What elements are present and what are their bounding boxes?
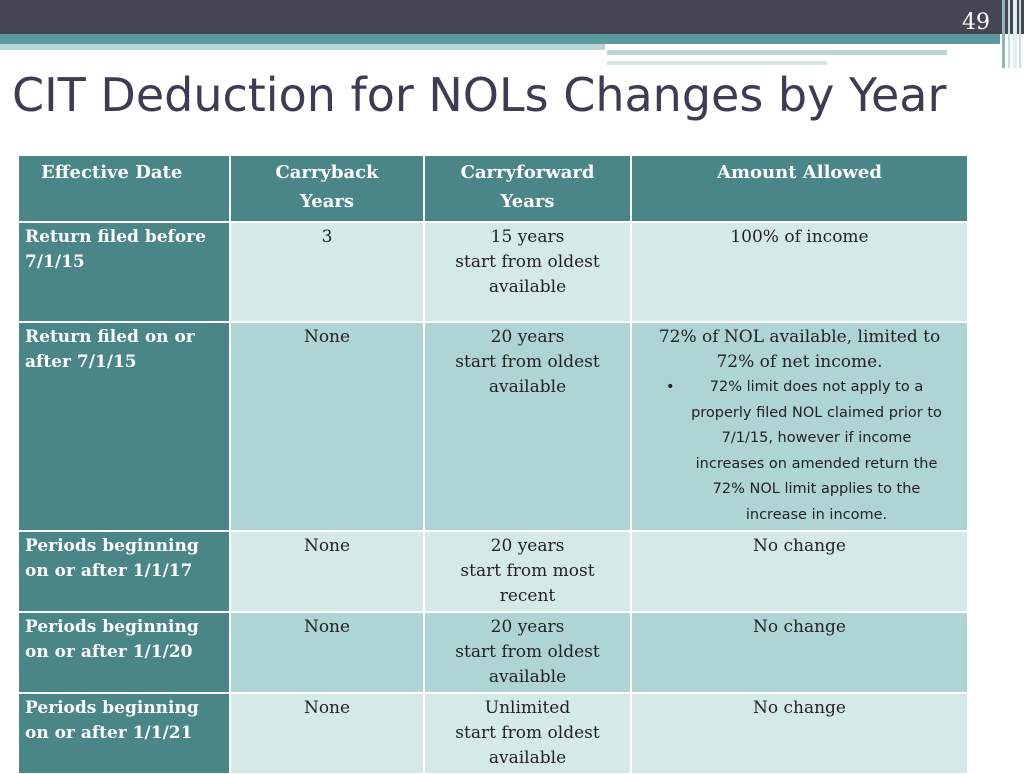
col-header-carryforward: Carryforward Years — [424, 155, 631, 222]
effective-date-cell: Return filed before 7/1/15 — [18, 222, 230, 322]
amount-allowed-cell: 100% of income — [631, 222, 968, 322]
decorative-stripe — [1019, 0, 1021, 68]
carryback-cell: None — [230, 612, 424, 693]
decorative-band — [0, 34, 1000, 44]
amount-note-list: • 72% limit does not apply to a properly… — [638, 375, 961, 528]
carryforward-cell: 20 years start from oldest available — [424, 612, 631, 693]
carryback-cell: None — [230, 531, 424, 612]
table-row: Return filed before 7/1/15 3 15 years star… — [18, 222, 968, 322]
page-number: 49 — [962, 10, 990, 35]
decorative-band-light-3 — [607, 61, 827, 65]
decorative-band-light-2 — [607, 50, 947, 55]
effective-date-cell: Return filed on or after 7/1/15 — [18, 322, 230, 531]
carryforward-cell: Unlimited start from oldest available — [424, 693, 631, 774]
amount-note-item: • 72% limit does not apply to a properly… — [666, 375, 961, 528]
decorative-stripe — [1013, 0, 1017, 68]
amount-allowed-cell: No change — [631, 693, 968, 774]
slide-title: CIT Deduction for NOLs Changes by Year — [12, 68, 947, 122]
table-header-row: Effective Date Carryback Years Carryforwa… — [18, 155, 968, 222]
table-row: Periods beginning on or after 1/1/17 None… — [18, 531, 968, 612]
carryback-cell: 3 — [230, 222, 424, 322]
table-row: Periods beginning on or after 1/1/20 None… — [18, 612, 968, 693]
decorative-band-light — [0, 44, 605, 50]
amount-allowed-cell: No change — [631, 612, 968, 693]
top-bar — [0, 0, 1024, 34]
col-header-effective-date: Effective Date — [18, 155, 230, 222]
carryforward-cell: 20 years start from most recent — [424, 531, 631, 612]
effective-date-cell: Periods beginning on or after 1/1/20 — [18, 612, 230, 693]
col-header-amount-allowed: Amount Allowed — [631, 155, 968, 222]
amount-allowed-cell: No change — [631, 531, 968, 612]
effective-date-cell: Periods beginning on or after 1/1/17 — [18, 531, 230, 612]
nol-table: Effective Date Carryback Years Carryforwa… — [18, 155, 968, 774]
table-row: Periods beginning on or after 1/1/21 None… — [18, 693, 968, 774]
col-header-carryback: Carryback Years — [230, 155, 424, 222]
table-row: Return filed on or after 7/1/15 None 20 y… — [18, 322, 968, 531]
carryforward-cell: 20 years start from oldest available — [424, 322, 631, 531]
effective-date-cell: Periods beginning on or after 1/1/21 — [18, 693, 230, 774]
decorative-stripe — [1002, 0, 1005, 68]
carryback-cell: None — [230, 322, 424, 531]
carryforward-cell: 15 years start from oldest available — [424, 222, 631, 322]
carryback-cell: None — [230, 693, 424, 774]
bullet-icon: • — [666, 379, 675, 395]
amount-allowed-cell: 72% of NOL available, limited to 72% of … — [631, 322, 968, 531]
decorative-stripe — [1008, 0, 1010, 68]
